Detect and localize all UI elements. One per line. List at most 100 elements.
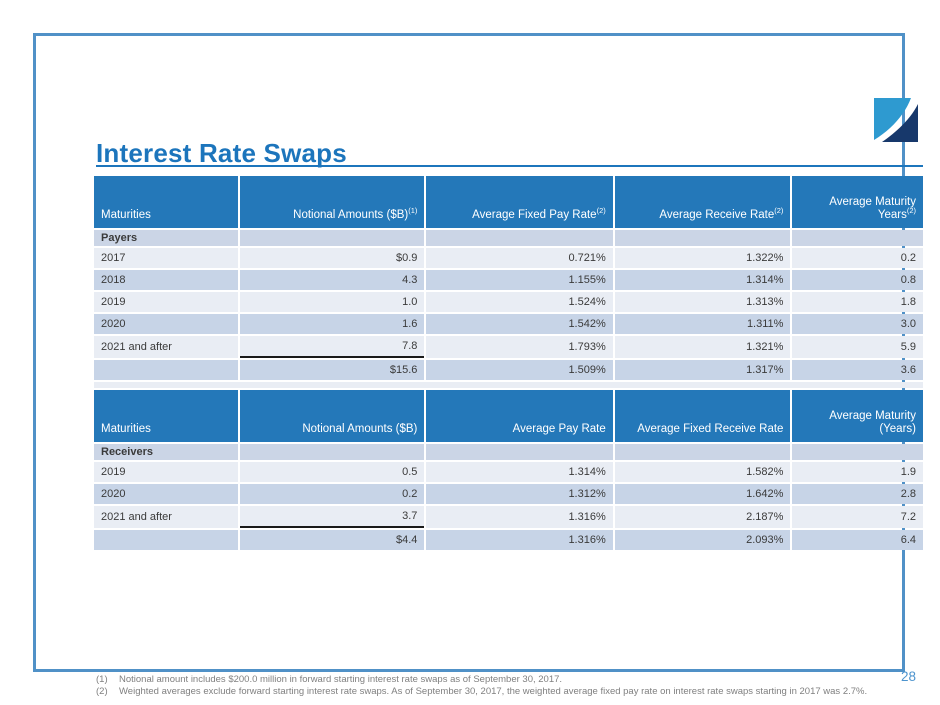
- value-cell: 1.314%: [426, 462, 613, 482]
- value-cell: 1.542%: [426, 314, 613, 334]
- value-cell: 1.793%: [426, 336, 613, 358]
- column-header: Maturities: [94, 390, 238, 442]
- value-cell: 0.8: [792, 270, 923, 290]
- column-header: Average Pay Rate: [426, 390, 613, 442]
- maturity-cell: 2019: [94, 462, 238, 482]
- swaps-table-payers: Maturities Notional Amounts ($B)(1) Averag…: [92, 174, 925, 382]
- table-spacer-band: [94, 382, 923, 388]
- value-cell: 1.311%: [614, 314, 791, 334]
- section-cell: [426, 230, 613, 246]
- maturity-cell: 2021 and after: [94, 506, 238, 528]
- value-cell: 1.582%: [614, 462, 791, 482]
- value-cell: 3.6: [792, 360, 923, 380]
- value-cell: 1.0: [239, 292, 425, 312]
- column-header: Notional Amounts ($B): [239, 390, 425, 442]
- value-cell: 1.317%: [614, 360, 791, 380]
- value-cell: 1.524%: [426, 292, 613, 312]
- value-cell: 1.155%: [426, 270, 613, 290]
- footnotes: (1) Notional amount includes $200.0 milli…: [96, 674, 886, 698]
- value-cell: 1.8: [792, 292, 923, 312]
- value-cell: 1.6: [239, 314, 425, 334]
- value-cell: 2.093%: [614, 530, 791, 550]
- maturity-cell: 2017: [94, 248, 238, 268]
- section-row: Payers: [94, 230, 923, 246]
- value-cell: 1.322%: [614, 248, 791, 268]
- value-cell: 0.5: [239, 462, 425, 482]
- table-header-row: Maturities Notional Amounts ($B) Average P…: [94, 390, 923, 442]
- maturity-cell: 2018: [94, 270, 238, 290]
- section-cell: [792, 444, 923, 460]
- value-cell: 1.642%: [614, 484, 791, 504]
- value-cell: 1.316%: [426, 530, 613, 550]
- total-row: $4.4 1.316% 2.093% 6.4: [94, 530, 923, 550]
- section-cell: [426, 444, 613, 460]
- value-cell: $4.4: [239, 530, 425, 550]
- value-cell: 5.9: [792, 336, 923, 358]
- value-cell: $0.9: [239, 248, 425, 268]
- section-cell: [614, 444, 791, 460]
- value-cell: 7.2: [792, 506, 923, 528]
- maturity-cell: [94, 360, 238, 380]
- value-cell: 1.9: [792, 462, 923, 482]
- value-cell: 4.3: [239, 270, 425, 290]
- section-row: Receivers: [94, 444, 923, 460]
- table-row: 2021 and after 3.7 1.316% 2.187% 7.2: [94, 506, 923, 528]
- value-cell: 7.8: [239, 336, 425, 358]
- maturity-cell: [94, 530, 238, 550]
- company-swoosh-logo-icon: [874, 98, 918, 142]
- section-cell: [792, 230, 923, 246]
- section-label: Payers: [94, 230, 238, 246]
- maturity-cell: 2019: [94, 292, 238, 312]
- value-cell: 3.7: [239, 506, 425, 528]
- footnote: (2) Weighted averages exclude forward sta…: [96, 686, 886, 698]
- table-row: 2018 4.3 1.155% 1.314% 0.8: [94, 270, 923, 290]
- value-cell: 3.0: [792, 314, 923, 334]
- value-cell: 0.2: [792, 248, 923, 268]
- value-cell: 2.187%: [614, 506, 791, 528]
- value-cell: $15.6: [239, 360, 425, 380]
- table-row: 2020 0.2 1.312% 1.642% 2.8: [94, 484, 923, 504]
- table-row: 2021 and after 7.8 1.793% 1.321% 5.9: [94, 336, 923, 358]
- column-header: Average Maturity (Years): [792, 390, 923, 442]
- page-title: Interest Rate Swaps: [96, 138, 347, 169]
- value-cell: 1.321%: [614, 336, 791, 358]
- footnote-marker: (2): [96, 686, 108, 697]
- column-header: Average Fixed Receive Rate: [614, 390, 791, 442]
- table-row: 2019 1.0 1.524% 1.313% 1.8: [94, 292, 923, 312]
- value-cell: 1.312%: [426, 484, 613, 504]
- column-header: Average Maturity Years(2): [792, 176, 923, 228]
- value-cell: 1.316%: [426, 506, 613, 528]
- section-cell: [239, 444, 425, 460]
- column-header: Maturities: [94, 176, 238, 228]
- section-label: Receivers: [94, 444, 238, 460]
- table-header-row: Maturities Notional Amounts ($B)(1) Averag…: [94, 176, 923, 228]
- tables: Maturities Notional Amounts ($B)(1) Averag…: [92, 174, 925, 552]
- title-underline-rule: [96, 165, 923, 167]
- total-row: $15.6 1.509% 1.317% 3.6: [94, 360, 923, 380]
- table-row: 2020 1.6 1.542% 1.311% 3.0: [94, 314, 923, 334]
- table-row: 2019 0.5 1.314% 1.582% 1.9: [94, 462, 923, 482]
- footnote-text: Notional amount includes $200.0 million …: [119, 674, 563, 685]
- value-cell: 0.721%: [426, 248, 613, 268]
- maturity-cell: 2020: [94, 314, 238, 334]
- value-cell: 1.314%: [614, 270, 791, 290]
- footnote-text: Weighted averages exclude forward starti…: [119, 686, 868, 697]
- column-header: Average Fixed Pay Rate(2): [426, 176, 613, 228]
- swaps-table-receivers: Maturities Notional Amounts ($B) Average P…: [92, 388, 925, 552]
- section-cell: [239, 230, 425, 246]
- page-number: 28: [901, 669, 917, 684]
- value-cell: 0.2: [239, 484, 425, 504]
- value-cell: 1.313%: [614, 292, 791, 312]
- value-cell: 2.8: [792, 484, 923, 504]
- column-header: Average Receive Rate(2): [614, 176, 791, 228]
- footnote-marker: (1): [96, 674, 108, 685]
- footnote: (1) Notional amount includes $200.0 milli…: [96, 674, 886, 686]
- column-header: Notional Amounts ($B)(1): [239, 176, 425, 228]
- maturity-cell: 2021 and after: [94, 336, 238, 358]
- slide-content-frame: Interest Rate Swaps Maturities Notional A…: [33, 33, 923, 697]
- section-cell: [614, 230, 791, 246]
- table-row: 2017 $0.9 0.721% 1.322% 0.2: [94, 248, 923, 268]
- value-cell: 6.4: [792, 530, 923, 550]
- maturity-cell: 2020: [94, 484, 238, 504]
